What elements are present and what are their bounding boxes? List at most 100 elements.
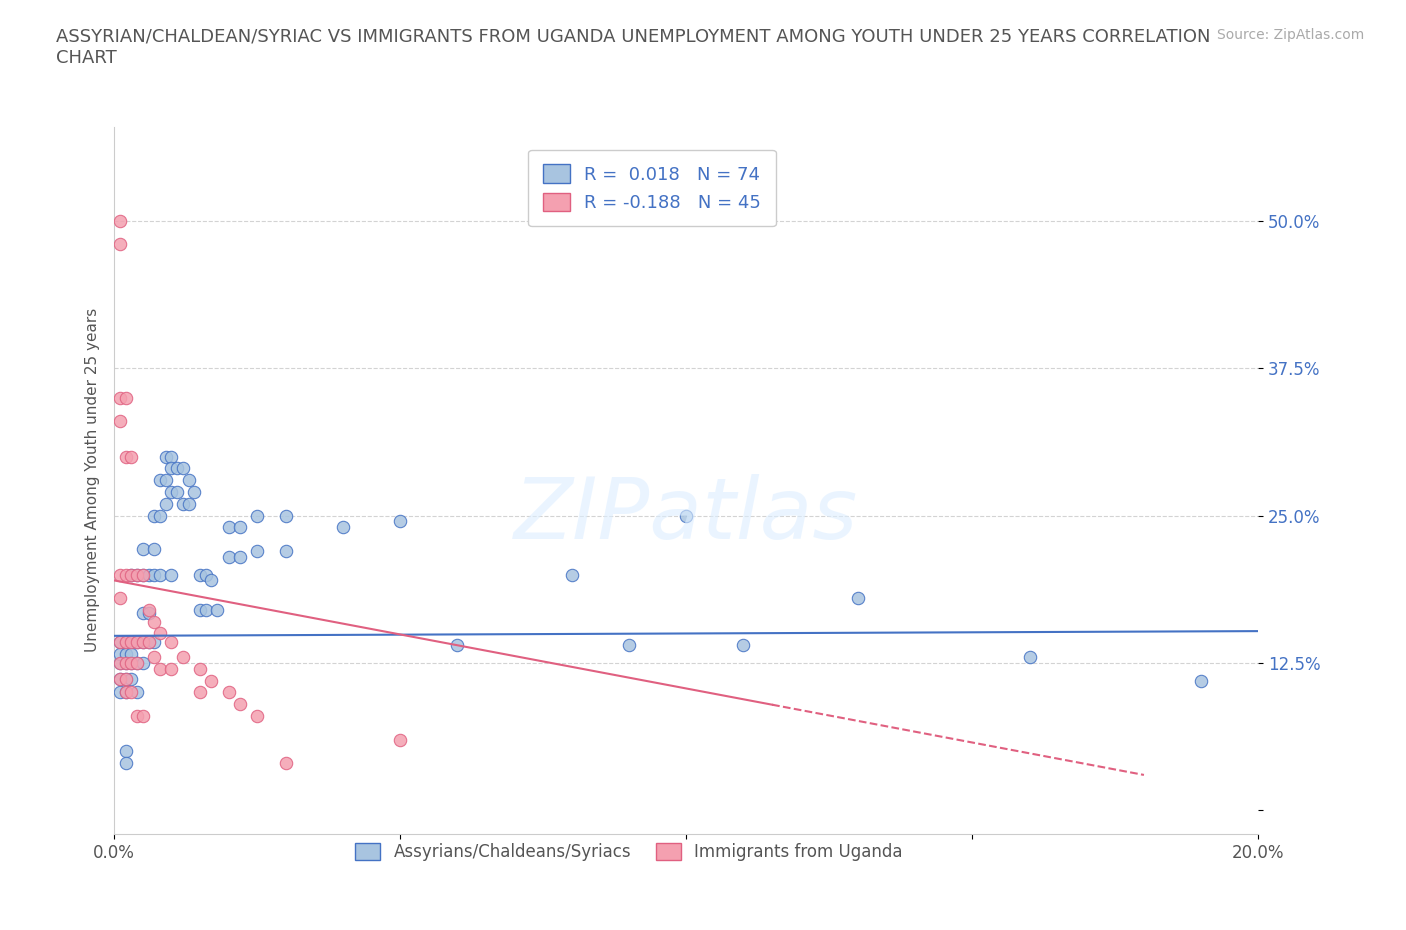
Point xyxy=(177,472,200,487)
Point xyxy=(120,656,142,671)
Point xyxy=(246,543,269,558)
Point xyxy=(149,472,172,487)
Point xyxy=(108,391,131,405)
Point xyxy=(132,567,155,582)
Point xyxy=(108,685,131,700)
Point xyxy=(155,497,177,512)
Point xyxy=(125,567,148,582)
Point xyxy=(166,461,188,476)
Point xyxy=(274,508,297,523)
Point xyxy=(229,520,252,535)
Point xyxy=(108,646,131,661)
Point xyxy=(114,672,136,687)
Point xyxy=(143,650,166,665)
Point xyxy=(120,672,142,687)
Point xyxy=(143,567,166,582)
Point xyxy=(155,449,177,464)
Point xyxy=(194,603,217,618)
Point xyxy=(149,567,172,582)
Point xyxy=(108,656,131,671)
Point xyxy=(120,567,142,582)
Point xyxy=(108,656,131,671)
Point xyxy=(149,508,172,523)
Point xyxy=(200,573,222,588)
Point xyxy=(132,567,155,582)
Point xyxy=(125,634,148,649)
Legend: Assyrians/Chaldeans/Syriacs, Immigrants from Uganda: Assyrians/Chaldeans/Syriacs, Immigrants … xyxy=(349,836,910,868)
Point xyxy=(138,634,160,649)
Point xyxy=(132,656,155,671)
Point xyxy=(160,461,183,476)
Point xyxy=(138,603,160,618)
Point xyxy=(120,656,142,671)
Text: Source: ZipAtlas.com: Source: ZipAtlas.com xyxy=(1216,28,1364,42)
Point xyxy=(120,685,142,700)
Point xyxy=(108,672,131,687)
Point xyxy=(143,634,166,649)
Text: ASSYRIAN/CHALDEAN/SYRIAC VS IMMIGRANTS FROM UGANDA UNEMPLOYMENT AMONG YOUTH UNDE: ASSYRIAN/CHALDEAN/SYRIAC VS IMMIGRANTS F… xyxy=(56,28,1211,67)
Point xyxy=(183,485,205,499)
Point xyxy=(160,567,183,582)
Point xyxy=(108,237,131,252)
Point xyxy=(1018,650,1040,665)
Point xyxy=(120,449,142,464)
Point xyxy=(125,567,148,582)
Point xyxy=(114,567,136,582)
Point xyxy=(675,508,697,523)
Point xyxy=(114,656,136,671)
Point xyxy=(120,646,142,661)
Point xyxy=(132,634,155,649)
Point xyxy=(332,520,354,535)
Point xyxy=(138,567,160,582)
Point xyxy=(160,661,183,676)
Point xyxy=(218,685,240,700)
Point xyxy=(188,567,211,582)
Point xyxy=(120,634,142,649)
Point xyxy=(120,567,142,582)
Point xyxy=(125,656,148,671)
Point xyxy=(132,606,155,621)
Point xyxy=(160,634,183,649)
Point xyxy=(114,391,136,405)
Point xyxy=(229,550,252,565)
Point xyxy=(138,634,160,649)
Point xyxy=(138,606,160,621)
Point xyxy=(172,461,194,476)
Point xyxy=(149,661,172,676)
Point xyxy=(143,541,166,556)
Point xyxy=(155,472,177,487)
Point xyxy=(389,514,412,529)
Point xyxy=(132,634,155,649)
Point xyxy=(125,634,148,649)
Point xyxy=(125,685,148,700)
Point xyxy=(246,709,269,724)
Point xyxy=(108,214,131,229)
Point xyxy=(274,756,297,771)
Point xyxy=(108,672,131,687)
Point xyxy=(108,634,131,649)
Point xyxy=(114,756,136,771)
Point xyxy=(108,567,131,582)
Point xyxy=(1189,673,1212,688)
Point xyxy=(205,603,228,618)
Point xyxy=(733,638,755,653)
Point xyxy=(108,591,131,605)
Point xyxy=(172,650,194,665)
Point xyxy=(114,449,136,464)
Point xyxy=(200,673,222,688)
Point xyxy=(125,709,148,724)
Point xyxy=(132,709,155,724)
Point xyxy=(229,697,252,711)
Point xyxy=(274,543,297,558)
Point xyxy=(194,567,217,582)
Point xyxy=(114,685,136,700)
Point xyxy=(177,497,200,512)
Point xyxy=(114,672,136,687)
Point xyxy=(188,685,211,700)
Point xyxy=(160,485,183,499)
Point xyxy=(188,603,211,618)
Point xyxy=(149,626,172,641)
Point xyxy=(166,485,188,499)
Point xyxy=(246,508,269,523)
Point xyxy=(114,656,136,671)
